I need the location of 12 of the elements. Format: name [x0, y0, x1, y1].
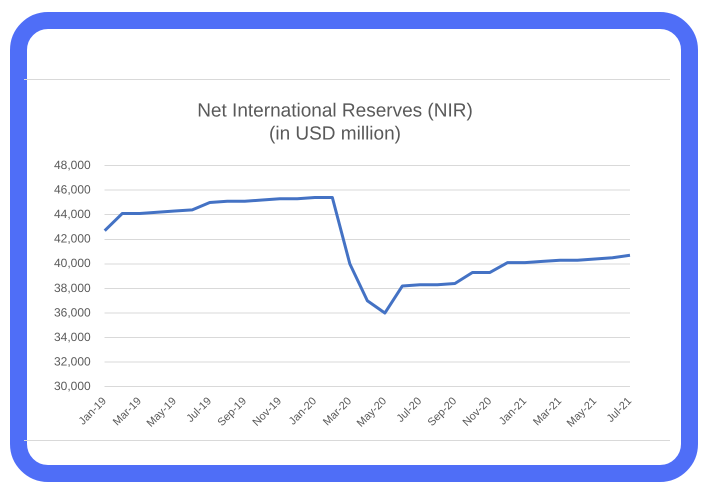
text: (in USD million) — [269, 123, 401, 144]
y-tick-label: 38,000 — [54, 280, 92, 295]
y-tick-label: 46,000 — [54, 182, 92, 196]
y-tick-label: 42,000 — [54, 232, 92, 246]
y-tick-label: 44,000 — [54, 207, 92, 222]
y-tick-label: 36,000 — [54, 305, 92, 320]
y-tick-label: 30,000 — [54, 379, 92, 394]
text: Net International Reserves (NIR) — [197, 100, 473, 122]
y-tick-label: 40,000 — [54, 256, 92, 270]
y-tick-label: 48,000 — [54, 158, 92, 172]
y-tick-label: 34,000 — [54, 330, 92, 344]
y-tick-label: 32,000 — [54, 354, 92, 368]
